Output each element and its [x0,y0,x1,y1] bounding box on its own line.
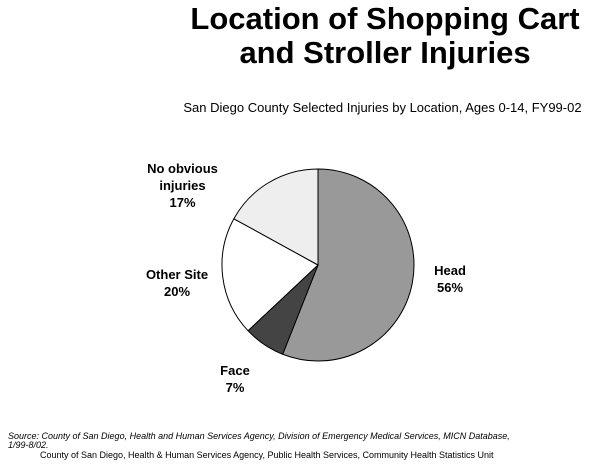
chart-subtitle: San Diego County Selected Injuries by Lo… [183,100,582,115]
source-note: Source: County of San Diego, Health and … [8,431,510,450]
chart-title: Location of Shopping Cart and Stroller I… [190,1,580,70]
slice-label: Face 7% [180,362,290,396]
slice-value: 56% [436,280,464,295]
pie-slice [282,168,415,362]
slice-label: Other Site 20% [122,266,232,300]
slice-name: Face [220,363,250,378]
slice-label: Head 56% [395,262,505,296]
pie-slice [221,218,319,332]
slice-value: 7% [225,380,245,395]
footer: County of San Diego, Health & Human Serv… [40,450,494,460]
slice-value: 17% [169,195,196,210]
pie-slice [233,168,319,266]
slice-value: 20% [163,284,191,299]
slice-name: Head [434,263,466,278]
slice-name: Other Site [145,267,209,282]
slice-name: No obvious injuries [147,161,218,193]
slice-label: No obvious injuries 17% [140,160,225,211]
